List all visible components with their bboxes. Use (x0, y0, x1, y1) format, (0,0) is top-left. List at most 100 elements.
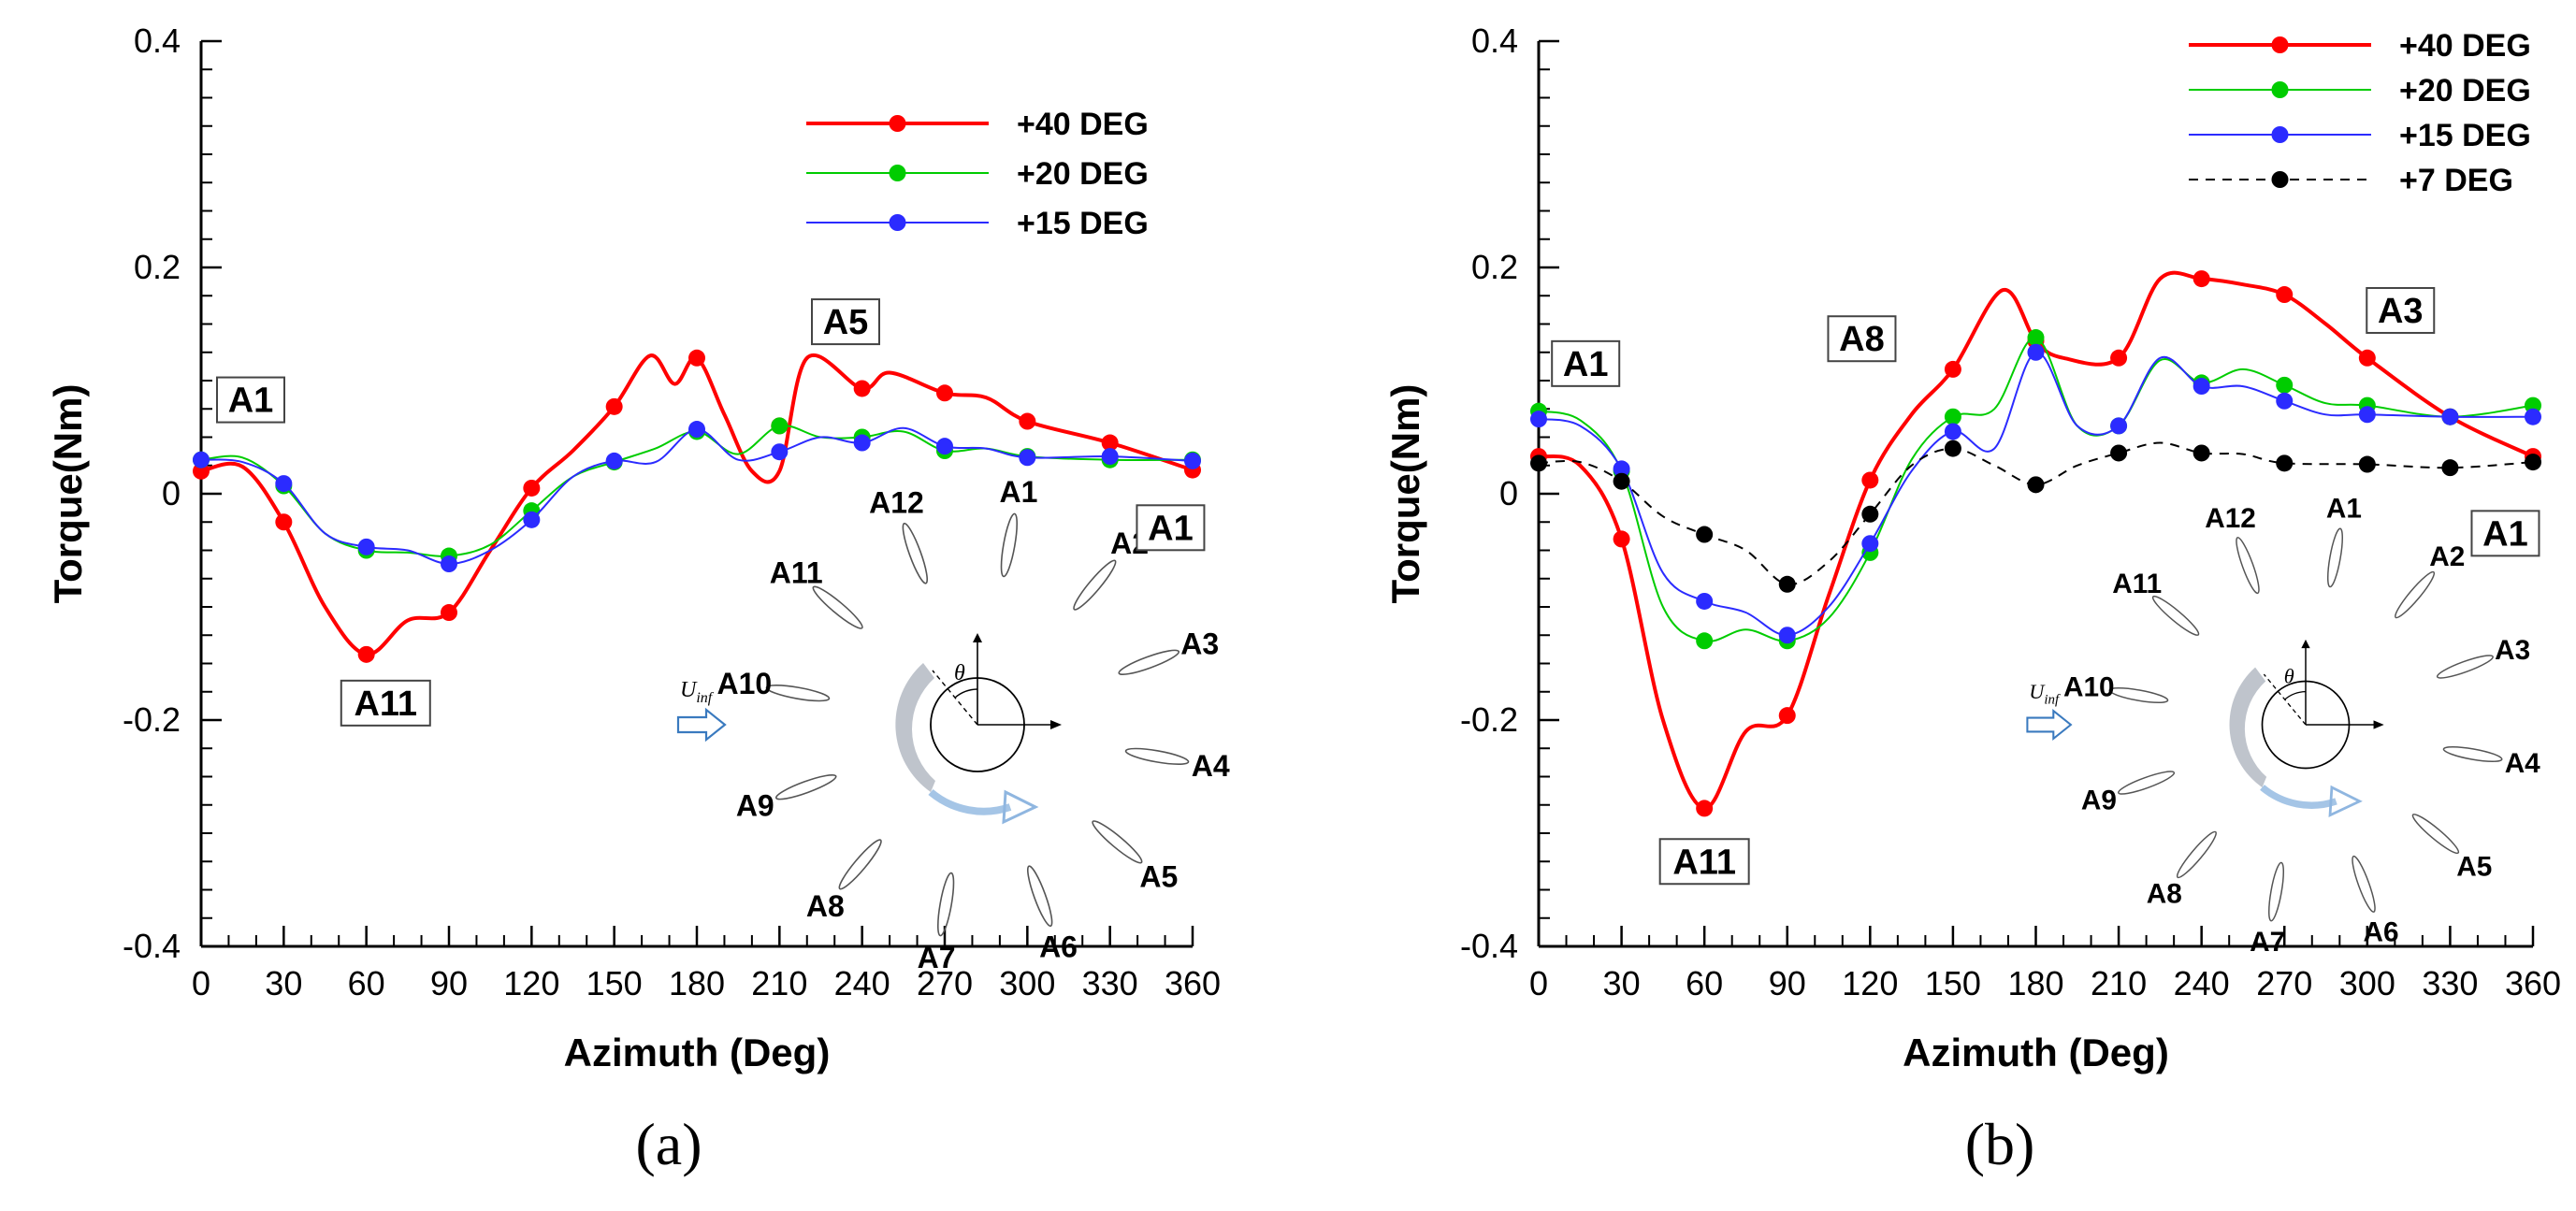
data-point (1696, 800, 1714, 817)
data-point (1861, 535, 1879, 553)
x-tick-label: 150 (1925, 964, 1981, 1002)
chart-panel-b: 0 30 60 90 120 150 180 210 240 270 300 330 360 -0.4 -0… (1383, 22, 2561, 1177)
blade-label-a3: A3 (2495, 635, 2530, 666)
y-axis-title: Torque(Nm) (1383, 384, 1427, 604)
series-7-deg (1530, 440, 2541, 593)
data-point (1613, 530, 1630, 548)
blade-label-a10: A10 (2063, 671, 2115, 702)
data-point (2192, 444, 2210, 462)
blade-airfoil (1000, 512, 1019, 578)
y-tick-label: 0.4 (134, 22, 181, 60)
blade-label-a10: A10 (716, 667, 772, 700)
blade-airfoil (1073, 559, 1117, 611)
data-point (1101, 448, 1119, 466)
series-line (200, 424, 1194, 557)
x-axis-title: Azimuth (Deg) (564, 1031, 831, 1074)
data-point (853, 380, 871, 397)
rotation-arrowhead (2328, 785, 2363, 817)
x-tick-label: 240 (834, 964, 890, 1002)
series-line (200, 426, 1194, 565)
annotation-label: A1 (1148, 509, 1194, 548)
data-point (688, 349, 705, 367)
annotation-box (2470, 510, 2540, 557)
blade-label-a5: A5 (2456, 851, 2492, 882)
blade-airfoil (936, 872, 955, 937)
blade-airfoil (1092, 820, 1143, 864)
legend-marker (2271, 36, 2289, 53)
blade-label-a5: A5 (1139, 860, 1178, 894)
theta-label: θ (954, 661, 965, 685)
data-point (1019, 412, 1036, 430)
rotation-arrow-body (2229, 667, 2267, 787)
x-tick-label: 210 (751, 964, 807, 1002)
data-point (275, 513, 293, 531)
x-tick-label: 300 (999, 964, 1055, 1002)
x-tick-label: 0 (1529, 964, 1548, 1002)
data-point (688, 421, 705, 439)
blade-airfoil (2395, 570, 2436, 619)
flow-label: Uinf (680, 678, 715, 706)
blade-airfoil (812, 585, 863, 629)
blade-airfoil (902, 522, 929, 584)
data-point (2358, 455, 2376, 473)
x-tick-label: 60 (1686, 964, 1723, 1002)
y-tick-label: -0.4 (123, 927, 181, 965)
angle-ray (2263, 673, 2307, 726)
blade-label-a1: A1 (999, 475, 1037, 509)
data-point (2192, 378, 2210, 396)
data-point (2525, 408, 2541, 425)
annotation-box (1658, 838, 1750, 886)
data-point (1613, 460, 1630, 478)
annotation-label: A1 (1563, 345, 1609, 384)
annotation-label: A5 (823, 303, 869, 342)
data-point (1861, 471, 1879, 489)
x-tick-label: 330 (1082, 964, 1138, 1002)
data-point (2110, 349, 2128, 367)
x-tick-label: 180 (669, 964, 725, 1002)
theta-label: θ (2284, 664, 2294, 687)
x-tick-label: 30 (1603, 964, 1641, 1002)
blade-label-a7: A7 (918, 941, 956, 974)
data-point (2027, 343, 2045, 361)
x-tick-label: 210 (2091, 964, 2147, 1002)
axis-arrowhead (1050, 720, 1062, 729)
data-point (2276, 392, 2294, 410)
blade-label-a6: A6 (2363, 916, 2398, 947)
data-point (523, 479, 541, 497)
flow-label-subscript: inf (2044, 693, 2061, 708)
x-tick-label: 240 (2174, 964, 2230, 1002)
annotation-label: A11 (354, 685, 417, 724)
data-point (2027, 476, 2045, 494)
flow-label: Uinf (2029, 680, 2061, 708)
blade-label-a4: A4 (1192, 749, 1230, 783)
annotation-label: A11 (1672, 843, 1736, 882)
annotation-box (1827, 315, 1897, 363)
blade-label-a12: A12 (2205, 503, 2256, 534)
flow-arrow-icon (676, 707, 727, 742)
blade-airfoil (2108, 686, 2169, 704)
blade-airfoil (2326, 527, 2344, 588)
x-tick-label: 60 (348, 964, 385, 1002)
series-40-deg (1530, 270, 2541, 817)
blade-label-a8: A8 (806, 889, 845, 923)
rotor-inset: θ Uinf A1 A2 A3 A4 A5 A6 A7 A8 A9 A10 A11 A12 (2026, 494, 2540, 958)
x-tick-label: 90 (430, 964, 468, 1002)
annotation-label: A8 (1839, 320, 1885, 359)
blade-label-a2: A2 (2429, 541, 2465, 572)
data-point (1696, 592, 1714, 610)
panel-caption: (b) (1965, 1111, 2035, 1177)
data-point (275, 475, 293, 493)
y-tick-label: -0.2 (123, 700, 181, 739)
data-point (1944, 360, 1961, 378)
legend-marker (889, 165, 906, 181)
x-tick-label: 300 (2339, 964, 2395, 1002)
legend-marker (2271, 81, 2289, 98)
data-point (357, 538, 375, 555)
data-point (1613, 472, 1630, 490)
legend-marker (2271, 126, 2289, 143)
data-point (2525, 454, 2541, 471)
blade-label-a12: A12 (869, 485, 924, 519)
data-point (1530, 454, 1547, 472)
data-point (2441, 459, 2459, 477)
